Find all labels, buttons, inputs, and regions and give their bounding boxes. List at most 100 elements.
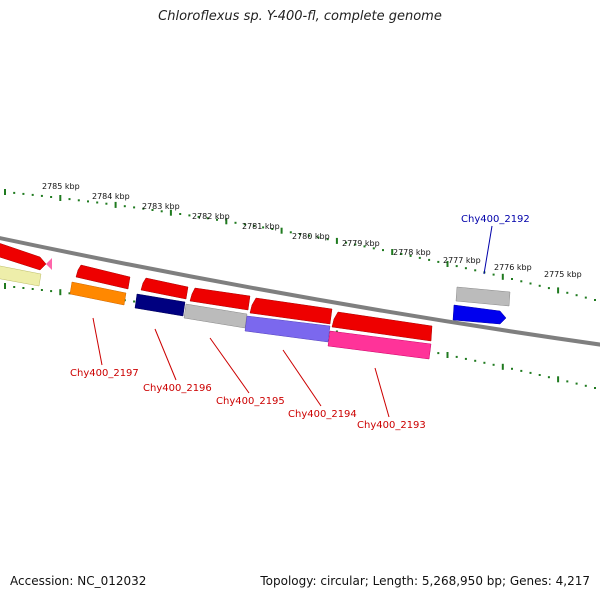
gene-label-2196[interactable]: Chy400_2196 (143, 383, 212, 394)
scale-tick (566, 380, 569, 383)
leader-line-2192 (483, 225, 493, 275)
scale-tick (50, 196, 53, 198)
scale-tick (363, 245, 366, 248)
accession-text: Accession: NC_012032 (10, 574, 147, 588)
gene-label-2195[interactable]: Chy400_2195 (216, 396, 285, 407)
gene-label-2197[interactable]: Chy400_2197 (70, 368, 139, 379)
scale-tick (594, 387, 596, 389)
feature-bar-navy[interactable] (134, 293, 186, 317)
leader-lines (92, 225, 493, 418)
scale-tick (538, 374, 541, 376)
scale-tick (547, 287, 550, 290)
gene-arrow-2196[interactable] (140, 277, 189, 300)
scale-tick (455, 355, 458, 358)
gene-arrow-2193[interactable] (331, 311, 433, 342)
tick-label: 2782 kbp (192, 212, 230, 221)
feature-bar-gray[interactable] (183, 303, 248, 329)
genome-backbone (0, 236, 600, 347)
scale-tick (31, 193, 34, 196)
scale-tick (22, 287, 25, 289)
feature-bar-magenta[interactable] (327, 330, 432, 360)
tick-label: 2778 kbp (393, 248, 431, 257)
scale-tick (271, 228, 274, 230)
scale-tick (547, 376, 550, 379)
pink-marker (46, 258, 52, 270)
leader-line-2195 (209, 337, 250, 394)
gene-arrow-2197[interactable] (75, 264, 131, 290)
scale-tick (372, 247, 375, 250)
scale-tick (437, 352, 440, 355)
scale-tick (557, 376, 560, 383)
feature-bar-yellow[interactable] (0, 264, 42, 287)
scale-tick (197, 215, 200, 218)
gene-arrow-2192[interactable] (452, 304, 507, 325)
tick-label: 2775 kbp (544, 270, 582, 279)
scale-tick (538, 284, 541, 287)
scale-tick (511, 278, 513, 280)
scale-tick (308, 234, 311, 237)
scale-tick (59, 195, 62, 201)
scale-tick (317, 236, 320, 239)
gene-arrow-left-edge[interactable] (0, 240, 47, 271)
scale-tick (299, 233, 301, 235)
scale-tick (354, 243, 357, 246)
scale-tick (501, 273, 504, 280)
gene-arrow-2195[interactable] (189, 287, 251, 311)
scale-tick (31, 288, 34, 290)
scale-tick (474, 359, 477, 362)
scale-tick (455, 265, 458, 268)
scale-tick (326, 238, 329, 241)
scale-tick (409, 254, 412, 257)
gene-label-2194[interactable]: Chy400_2194 (288, 409, 357, 420)
scale-tick (22, 192, 25, 195)
tick-label: 2784 kbp (92, 192, 130, 201)
scale-tick (234, 221, 237, 224)
tick-label: 2783 kbp (142, 202, 180, 211)
gene-arrow-2194[interactable] (249, 297, 333, 325)
tick-label: 2777 kbp (443, 256, 481, 265)
leader-line-2193 (374, 367, 390, 418)
scale-tick (520, 280, 523, 283)
feature-bar-orange[interactable] (69, 281, 127, 306)
topology-text: Topology: circular; Length: 5,268,950 bp… (260, 574, 590, 588)
gene-label-2193[interactable]: Chy400_2193 (357, 420, 426, 431)
scale-tick (114, 201, 117, 208)
scale-tick (575, 294, 578, 297)
scale-tick (160, 210, 163, 213)
tick-label: 2780 kbp (292, 232, 330, 241)
scale-tick (280, 227, 283, 234)
scale-tick (584, 296, 587, 299)
scale-tick (437, 260, 440, 263)
scale-tick (511, 367, 513, 370)
scale-tick (492, 363, 495, 366)
feature-bar-gray-2192[interactable] (455, 286, 511, 307)
gene-label-2192[interactable]: Chy400_2192 (461, 214, 530, 225)
scale-tick (68, 198, 71, 201)
scale-tick (529, 371, 532, 374)
leader-line-2197 (92, 317, 103, 366)
scale-tick (243, 223, 246, 226)
scale-tick (123, 205, 126, 208)
scale-tick (142, 207, 145, 210)
scale-tick (77, 199, 80, 202)
map-title: Chloroflexus sp. Y-400-fl, complete geno… (158, 9, 442, 24)
scale-tick (382, 249, 384, 252)
feature-bar-purple[interactable] (244, 315, 331, 343)
leader-line-2196 (154, 328, 177, 381)
scale-tick (133, 206, 136, 209)
scale-tick (151, 209, 154, 211)
feature-bars (0, 264, 511, 360)
scale-tick (225, 218, 228, 225)
forward-strand-genes (0, 240, 433, 342)
tick-labels: 2785 kbp 2784 kbp 2783 kbp 2782 kbp 2781… (42, 182, 582, 279)
scale-tick (464, 357, 467, 360)
leader-line-2194 (282, 349, 322, 407)
scale-tick (40, 194, 43, 197)
scale-tick (4, 189, 6, 195)
scale-tick (464, 267, 467, 270)
scale-tick (179, 213, 182, 215)
scale-tick (584, 384, 587, 387)
gene-labels: Chy400_2197 Chy400_2196 Chy400_2195 Chy4… (70, 214, 530, 431)
